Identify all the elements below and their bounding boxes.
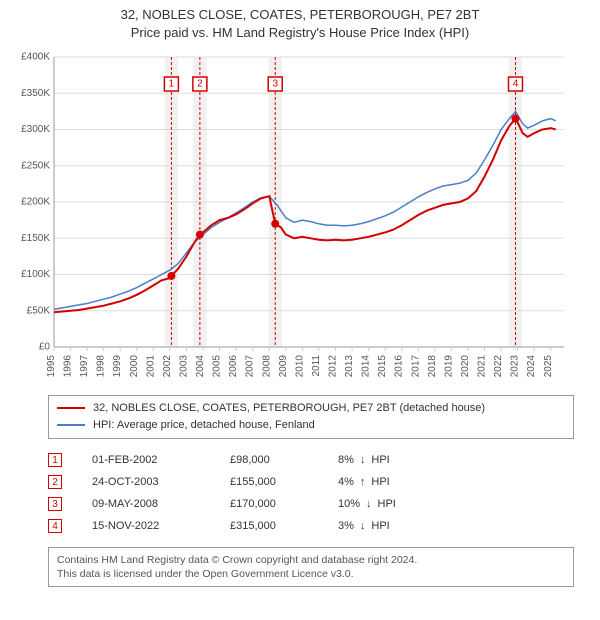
svg-text:2015: 2015 — [377, 355, 388, 378]
sale-hpi-diff: 3% ↓ HPI — [338, 520, 428, 532]
svg-text:1995: 1995 — [46, 355, 57, 378]
svg-text:2024: 2024 — [526, 355, 537, 378]
sale-date: 09-MAY-2008 — [92, 498, 212, 510]
chart-titles: 32, NOBLES CLOSE, COATES, PETERBOROUGH, … — [0, 0, 600, 41]
sales-table: 1 01-FEB-2002 £98,000 8% ↓ HPI 2 24-OCT-2003 £… — [48, 449, 574, 537]
sale-marker-icon: 4 — [48, 519, 62, 533]
chart-container: £0 £50K £100K £150K £200K £250K £300K £350K £400… — [10, 47, 590, 387]
legend-item-blue: HPI: Average price, detached house, Fenl… — [57, 417, 565, 434]
svg-text:2000: 2000 — [129, 355, 140, 378]
sale-price: £98,000 — [230, 454, 320, 466]
svg-text:2025: 2025 — [543, 355, 554, 378]
legend-item-red: 32, NOBLES CLOSE, COATES, PETERBOROUGH, … — [57, 400, 565, 417]
svg-text:1999: 1999 — [112, 355, 123, 378]
svg-text:2003: 2003 — [178, 355, 189, 378]
svg-text:3: 3 — [272, 79, 278, 90]
sale-date: 15-NOV-2022 — [92, 520, 212, 532]
svg-text:£100K: £100K — [21, 269, 50, 280]
svg-text:1998: 1998 — [96, 355, 107, 378]
svg-text:1996: 1996 — [63, 355, 74, 378]
sales-row: 3 09-MAY-2008 £170,000 10% ↓ HPI — [48, 493, 574, 515]
legend-swatch-red — [57, 407, 85, 409]
svg-text:2023: 2023 — [510, 355, 521, 378]
price-chart: £0 £50K £100K £150K £200K £250K £300K £350K £400… — [10, 47, 590, 387]
sale-date: 01-FEB-2002 — [92, 454, 212, 466]
svg-text:£50K: £50K — [27, 305, 51, 316]
svg-text:2013: 2013 — [344, 355, 355, 378]
svg-text:1997: 1997 — [79, 355, 90, 378]
svg-text:£400K: £400K — [21, 52, 50, 63]
sale-hpi-diff: 8% ↓ HPI — [338, 454, 428, 466]
svg-text:£250K: £250K — [21, 160, 50, 171]
sale-marker-icon: 3 — [48, 497, 62, 511]
svg-text:2016: 2016 — [394, 355, 405, 378]
svg-text:2014: 2014 — [361, 355, 372, 378]
svg-text:2019: 2019 — [443, 355, 454, 378]
legend-swatch-blue — [57, 424, 85, 426]
sale-date: 24-OCT-2003 — [92, 476, 212, 488]
title-line-2: Price paid vs. HM Land Registry's House … — [0, 24, 600, 42]
legend-label-blue: HPI: Average price, detached house, Fenl… — [93, 417, 315, 434]
svg-text:2006: 2006 — [228, 355, 239, 378]
sale-price: £155,000 — [230, 476, 320, 488]
svg-text:2002: 2002 — [162, 355, 173, 378]
svg-text:2007: 2007 — [245, 355, 256, 378]
arrow-down-icon: ↓ — [360, 454, 366, 466]
svg-text:2018: 2018 — [427, 355, 438, 378]
svg-text:2021: 2021 — [477, 355, 488, 378]
svg-text:£0: £0 — [39, 342, 51, 353]
legend-label-red: 32, NOBLES CLOSE, COATES, PETERBOROUGH, … — [93, 400, 485, 417]
svg-text:2010: 2010 — [294, 355, 305, 378]
arrow-up-icon: ↑ — [360, 476, 366, 488]
svg-text:2: 2 — [197, 79, 203, 90]
svg-text:2001: 2001 — [145, 355, 156, 378]
svg-text:4: 4 — [513, 79, 519, 90]
svg-text:2005: 2005 — [212, 355, 223, 378]
arrow-down-icon: ↓ — [366, 498, 372, 510]
svg-text:2004: 2004 — [195, 355, 206, 378]
svg-text:£350K: £350K — [21, 88, 50, 99]
svg-text:£300K: £300K — [21, 124, 50, 135]
sale-marker-icon: 2 — [48, 475, 62, 489]
sale-price: £315,000 — [230, 520, 320, 532]
svg-text:£200K: £200K — [21, 197, 50, 208]
footer-line-2: This data is licensed under the Open Gov… — [57, 567, 565, 581]
svg-text:2012: 2012 — [327, 355, 338, 378]
svg-text:2011: 2011 — [311, 355, 322, 377]
svg-text:2009: 2009 — [278, 355, 289, 378]
svg-text:2022: 2022 — [493, 355, 504, 378]
footer-line-1: Contains HM Land Registry data © Crown c… — [57, 553, 565, 567]
svg-text:1: 1 — [169, 79, 175, 90]
footer-attribution: Contains HM Land Registry data © Crown c… — [48, 547, 574, 587]
svg-text:2017: 2017 — [410, 355, 421, 378]
sale-hpi-diff: 10% ↓ HPI — [338, 498, 428, 510]
sales-row: 1 01-FEB-2002 £98,000 8% ↓ HPI — [48, 449, 574, 471]
title-line-1: 32, NOBLES CLOSE, COATES, PETERBOROUGH, … — [0, 6, 600, 24]
svg-text:£150K: £150K — [21, 233, 50, 244]
arrow-down-icon: ↓ — [360, 520, 366, 532]
sales-row: 4 15-NOV-2022 £315,000 3% ↓ HPI — [48, 515, 574, 537]
sales-row: 2 24-OCT-2003 £155,000 4% ↑ HPI — [48, 471, 574, 493]
sale-price: £170,000 — [230, 498, 320, 510]
legend: 32, NOBLES CLOSE, COATES, PETERBOROUGH, … — [48, 395, 574, 439]
svg-text:2008: 2008 — [261, 355, 272, 378]
svg-text:2020: 2020 — [460, 355, 471, 378]
sale-hpi-diff: 4% ↑ HPI — [338, 476, 428, 488]
sale-marker-icon: 1 — [48, 453, 62, 467]
